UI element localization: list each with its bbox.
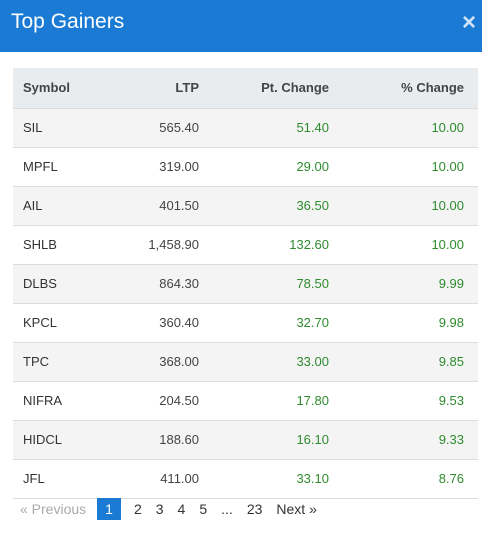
pagination-page-3[interactable]: 3	[155, 501, 164, 517]
pagination: « Previous 1 2 3 4 5 ... 23 Next »	[13, 498, 324, 520]
cell-ltp: 401.50	[123, 186, 213, 226]
table-header-row: Symbol LTP Pt. Change % Change	[13, 68, 478, 109]
column-header-symbol[interactable]: Symbol	[13, 68, 123, 109]
cell-pt-change: 29.00	[213, 147, 343, 187]
pagination-page-1[interactable]: 1	[97, 498, 121, 520]
cell-pct-change: 9.98	[343, 303, 478, 343]
cell-pct-change: 10.00	[343, 108, 478, 148]
table-row[interactable]: KPCL 360.40 32.70 9.98	[13, 303, 478, 343]
cell-pt-change: 36.50	[213, 186, 343, 226]
cell-pct-change: 9.33	[343, 420, 478, 460]
pagination-next-button[interactable]: Next »	[276, 501, 317, 517]
cell-ltp: 864.30	[123, 264, 213, 304]
pagination-page-5[interactable]: 5	[199, 501, 208, 517]
column-header-ltp[interactable]: LTP	[123, 68, 213, 109]
cell-symbol: DLBS	[13, 264, 123, 304]
cell-pt-change: 51.40	[213, 108, 343, 148]
close-icon[interactable]: ×	[461, 9, 476, 36]
cell-pct-change: 8.76	[343, 459, 478, 499]
cell-ltp: 368.00	[123, 342, 213, 382]
cell-pct-change: 10.00	[343, 225, 478, 265]
pagination-previous-button[interactable]: « Previous	[20, 501, 87, 517]
table-header: Symbol LTP Pt. Change % Change	[13, 68, 478, 109]
cell-symbol: SIL	[13, 108, 123, 148]
cell-symbol: HIDCL	[13, 420, 123, 460]
pagination-ellipsis: ...	[221, 501, 233, 517]
table-row[interactable]: NIFRA 204.50 17.80 9.53	[13, 381, 478, 421]
cell-ltp: 360.40	[123, 303, 213, 343]
table-row[interactable]: SHLB 1,458.90 132.60 10.00	[13, 225, 478, 265]
cell-pt-change: 17.80	[213, 381, 343, 421]
modal-title: Top Gainers	[11, 10, 125, 33]
cell-symbol: MPFL	[13, 147, 123, 187]
cell-pt-change: 33.00	[213, 342, 343, 382]
table-row[interactable]: MPFL 319.00 29.00 10.00	[13, 147, 478, 187]
cell-pct-change: 9.85	[343, 342, 478, 382]
table-row[interactable]: TPC 368.00 33.00 9.85	[13, 342, 478, 382]
cell-pt-change: 16.10	[213, 420, 343, 460]
cell-pct-change: 10.00	[343, 147, 478, 187]
cell-symbol: NIFRA	[13, 381, 123, 421]
cell-ltp: 319.00	[123, 147, 213, 187]
cell-symbol: KPCL	[13, 303, 123, 343]
top-gainers-table-container: Symbol LTP Pt. Change % Change SIL 565.4…	[13, 68, 478, 499]
cell-ltp: 188.60	[123, 420, 213, 460]
cell-pct-change: 9.53	[343, 381, 478, 421]
cell-pt-change: 132.60	[213, 225, 343, 265]
cell-symbol: JFL	[13, 459, 123, 499]
cell-ltp: 565.40	[123, 108, 213, 148]
table-row[interactable]: HIDCL 188.60 16.10 9.33	[13, 420, 478, 460]
cell-symbol: TPC	[13, 342, 123, 382]
table-row[interactable]: JFL 411.00 33.10 8.76	[13, 459, 478, 499]
cell-pct-change: 9.99	[343, 264, 478, 304]
column-header-pct-change[interactable]: % Change	[343, 68, 478, 109]
table-row[interactable]: AIL 401.50 36.50 10.00	[13, 186, 478, 226]
cell-ltp: 204.50	[123, 381, 213, 421]
cell-pt-change: 78.50	[213, 264, 343, 304]
modal-header: Top Gainers ×	[0, 0, 482, 52]
cell-ltp: 411.00	[123, 459, 213, 499]
cell-pct-change: 10.00	[343, 186, 478, 226]
table-body: SIL 565.40 51.40 10.00 MPFL 319.00 29.00…	[13, 108, 478, 499]
cell-symbol: SHLB	[13, 225, 123, 265]
top-gainers-table: Symbol LTP Pt. Change % Change SIL 565.4…	[13, 68, 478, 499]
cell-ltp: 1,458.90	[123, 225, 213, 265]
pagination-page-4[interactable]: 4	[177, 501, 186, 517]
column-header-pt-change[interactable]: Pt. Change	[213, 68, 343, 109]
cell-pt-change: 33.10	[213, 459, 343, 499]
cell-pt-change: 32.70	[213, 303, 343, 343]
cell-symbol: AIL	[13, 186, 123, 226]
pagination-page-last[interactable]: 23	[246, 501, 263, 517]
table-row[interactable]: SIL 565.40 51.40 10.00	[13, 108, 478, 148]
pagination-page-2[interactable]: 2	[133, 501, 142, 517]
table-row[interactable]: DLBS 864.30 78.50 9.99	[13, 264, 478, 304]
